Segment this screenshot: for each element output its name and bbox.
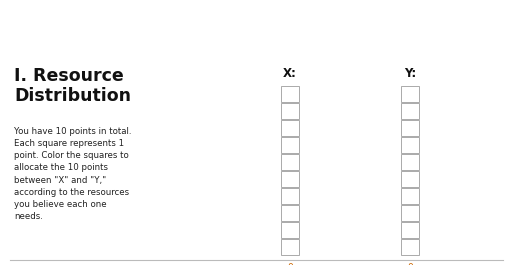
Bar <box>401 239 419 255</box>
Bar <box>401 188 419 204</box>
Text: Y:: Y: <box>404 67 416 80</box>
Bar <box>401 205 419 221</box>
Bar <box>281 86 299 102</box>
Bar <box>281 222 299 238</box>
Bar <box>401 171 419 187</box>
Text: X:: X: <box>283 67 297 80</box>
Text: GAME 1: How Would You Allocate Energy Between These Two: GAME 1: How Would You Allocate Energy Be… <box>70 18 443 28</box>
Text: 0: 0 <box>407 263 413 265</box>
Bar <box>281 171 299 187</box>
Bar <box>281 205 299 221</box>
Text: You have 10 points in total.
Each square represents 1
point. Color the squares t: You have 10 points in total. Each square… <box>14 127 131 221</box>
Text: Intelligences?: Intelligences? <box>214 38 299 48</box>
Bar <box>281 188 299 204</box>
Bar <box>281 120 299 136</box>
Text: 0: 0 <box>287 263 293 265</box>
Bar <box>401 154 419 170</box>
Bar <box>281 239 299 255</box>
Bar <box>401 86 419 102</box>
Text: I. Resource
Distribution: I. Resource Distribution <box>14 67 131 105</box>
Bar <box>401 137 419 153</box>
Bar <box>281 154 299 170</box>
Bar <box>281 103 299 119</box>
Bar <box>281 137 299 153</box>
Bar <box>401 103 419 119</box>
Bar <box>401 120 419 136</box>
Bar <box>401 222 419 238</box>
